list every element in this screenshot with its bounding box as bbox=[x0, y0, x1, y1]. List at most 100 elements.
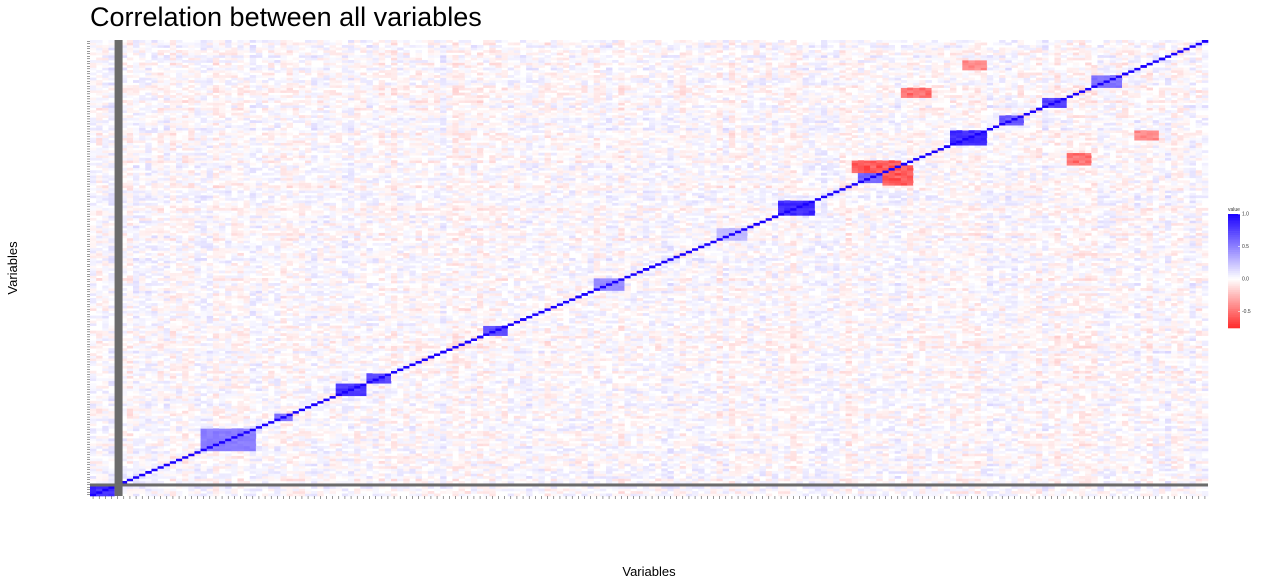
heatmap-cell bbox=[262, 425, 269, 429]
heatmap-cell bbox=[1201, 428, 1209, 432]
heatmap-cell bbox=[415, 493, 423, 497]
heatmap-cell bbox=[1146, 453, 1154, 457]
heatmap-cell bbox=[661, 480, 668, 484]
heatmap-cell bbox=[642, 455, 650, 459]
heatmap-cell bbox=[311, 420, 318, 424]
heatmap-cell bbox=[845, 430, 853, 434]
heatmap-cell bbox=[133, 443, 140, 447]
heatmap-cell bbox=[188, 478, 195, 482]
heatmap-cell bbox=[556, 415, 564, 419]
heatmap-cell bbox=[354, 468, 361, 472]
heatmap-cell bbox=[1195, 453, 1203, 457]
heatmap-cell bbox=[1158, 463, 1166, 467]
heatmap-cell bbox=[1085, 448, 1092, 452]
heatmap-cell bbox=[255, 445, 263, 449]
heatmap-cell bbox=[1183, 453, 1190, 457]
heatmap-cell bbox=[999, 488, 1006, 492]
heatmap-cell bbox=[986, 478, 994, 482]
heatmap-cell bbox=[1165, 458, 1172, 462]
heatmap-cell bbox=[427, 485, 435, 489]
heatmap-cell bbox=[329, 463, 337, 467]
heatmap-cell bbox=[409, 410, 416, 414]
heatmap-cell bbox=[550, 443, 558, 447]
heatmap-cell bbox=[145, 475, 152, 479]
heatmap-cell bbox=[1152, 458, 1160, 462]
heatmap-cell bbox=[206, 435, 214, 439]
heatmap-cell bbox=[163, 458, 171, 462]
heatmap-cell bbox=[544, 440, 552, 444]
heatmap-cell bbox=[384, 418, 392, 422]
heatmap-cell bbox=[1177, 418, 1184, 422]
heatmap-cell bbox=[980, 433, 988, 437]
heatmap-cell bbox=[692, 423, 699, 427]
heatmap-cell bbox=[888, 478, 896, 482]
heatmap-cell bbox=[1066, 485, 1074, 489]
heatmap-cell bbox=[839, 463, 846, 467]
heatmap-cell bbox=[286, 410, 294, 414]
heatmap-cell bbox=[747, 455, 754, 459]
heatmap-cell bbox=[833, 420, 840, 424]
heatmap-cell bbox=[163, 410, 171, 414]
heatmap-cell bbox=[163, 468, 171, 472]
heatmap-cell bbox=[661, 408, 668, 412]
heatmap-cell bbox=[354, 425, 361, 429]
heatmap-cell bbox=[513, 473, 521, 477]
heatmap-cell bbox=[642, 478, 650, 482]
heatmap-cell bbox=[919, 490, 926, 494]
heatmap-cell bbox=[298, 450, 306, 454]
heatmap-cell bbox=[108, 415, 115, 419]
heatmap-cell bbox=[1165, 488, 1172, 492]
heatmap-cell bbox=[661, 470, 668, 474]
heatmap-cell bbox=[1005, 438, 1012, 442]
heatmap-cell bbox=[931, 443, 939, 447]
heatmap-cell bbox=[735, 413, 742, 417]
heatmap-cell bbox=[520, 420, 527, 424]
heatmap-cell bbox=[145, 418, 152, 422]
heatmap-cell bbox=[1072, 485, 1080, 489]
heatmap-cell bbox=[335, 418, 343, 422]
heatmap-cell bbox=[900, 438, 908, 442]
heatmap-cell bbox=[685, 490, 693, 494]
heatmap-cell bbox=[1115, 480, 1123, 484]
heatmap-cell bbox=[784, 460, 791, 464]
heatmap-cell bbox=[827, 440, 834, 444]
heatmap-cell bbox=[821, 443, 828, 447]
heatmap-cell bbox=[741, 440, 748, 444]
heatmap-cell bbox=[986, 448, 994, 452]
heatmap-cell bbox=[329, 415, 337, 419]
heatmap-cell bbox=[790, 408, 797, 412]
heatmap-cell bbox=[864, 473, 871, 477]
heatmap-cell bbox=[427, 420, 435, 424]
heatmap-cell bbox=[446, 473, 453, 477]
heatmap-cell bbox=[532, 480, 539, 484]
heatmap-cell bbox=[1029, 485, 1037, 489]
heatmap-cell bbox=[440, 468, 447, 472]
heatmap-cell bbox=[464, 458, 472, 462]
heatmap-cell bbox=[796, 410, 803, 414]
heatmap-cell bbox=[501, 435, 509, 439]
heatmap-cell bbox=[765, 413, 773, 417]
heatmap-cell bbox=[292, 455, 300, 459]
heatmap-cell bbox=[446, 455, 453, 459]
heatmap-cell bbox=[913, 423, 920, 427]
heatmap-cell bbox=[268, 445, 275, 449]
heatmap-cell bbox=[378, 448, 386, 452]
heatmap-cell bbox=[661, 410, 668, 414]
heatmap-cell bbox=[1036, 435, 1043, 439]
heatmap-cell bbox=[913, 490, 920, 494]
heatmap-cell bbox=[673, 490, 681, 494]
heatmap-cell bbox=[520, 415, 527, 419]
heatmap-cell bbox=[575, 490, 582, 494]
heatmap-cell bbox=[348, 433, 355, 437]
heatmap-cell bbox=[692, 470, 699, 474]
heatmap-cell bbox=[495, 478, 502, 482]
heatmap-cell bbox=[728, 463, 736, 467]
heatmap-cell bbox=[581, 433, 588, 437]
heatmap-cell bbox=[120, 445, 128, 449]
heatmap-cell bbox=[495, 410, 502, 414]
heatmap-cell bbox=[1189, 475, 1197, 479]
heatmap-cell bbox=[513, 465, 521, 469]
heatmap-cell bbox=[212, 450, 220, 454]
heatmap-cell bbox=[126, 413, 134, 417]
heatmap-cell bbox=[974, 450, 982, 454]
